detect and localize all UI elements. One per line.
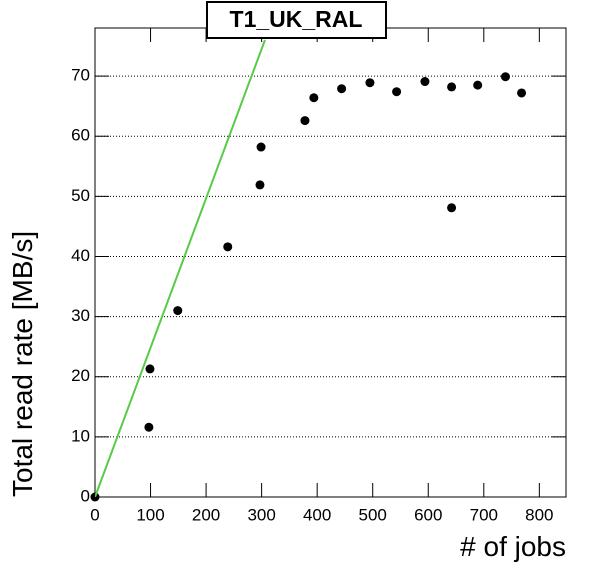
x-tick-label: 300 [247,505,275,524]
x-tick-label: 700 [470,505,498,524]
y-axis-label: Total read rate [MB/s] [7,231,38,497]
y-tick-label: 30 [71,306,90,325]
data-point [473,80,483,90]
data-point [500,72,510,82]
x-axis-label: # of jobs [460,531,566,562]
y-tick-label: 50 [71,186,90,205]
title-box [206,1,387,39]
data-point [337,84,347,94]
data-point [420,77,430,87]
y-tick-label: 20 [71,366,90,385]
data-point [256,142,266,152]
x-tick-label: 400 [303,505,331,524]
data-point [517,88,527,98]
x-tick-label: 800 [525,505,553,524]
chart-title: T1_UK_RAL [230,6,363,32]
data-point [447,82,457,92]
x-tick-label: 600 [414,505,442,524]
fit-line [95,39,266,497]
data-point [144,422,154,432]
data-point [365,78,375,88]
x-tick-label: 0 [90,505,99,524]
x-tick-label: 100 [136,505,164,524]
data-point [300,116,310,126]
data-point [145,364,155,374]
data-point [173,306,183,316]
x-tick-label: 500 [359,505,387,524]
y-tick-label: 0 [81,486,90,505]
y-tick-label: 70 [71,66,90,85]
data-point [255,180,265,190]
plot-frame [94,27,567,498]
y-tick-label: 10 [71,426,90,445]
x-tick-label: 200 [192,505,220,524]
data-point [309,93,319,103]
y-tick-label: 60 [71,126,90,145]
data-point [392,87,402,97]
data-point [447,203,457,213]
data-point [223,242,233,252]
y-tick-label: 40 [71,246,90,265]
